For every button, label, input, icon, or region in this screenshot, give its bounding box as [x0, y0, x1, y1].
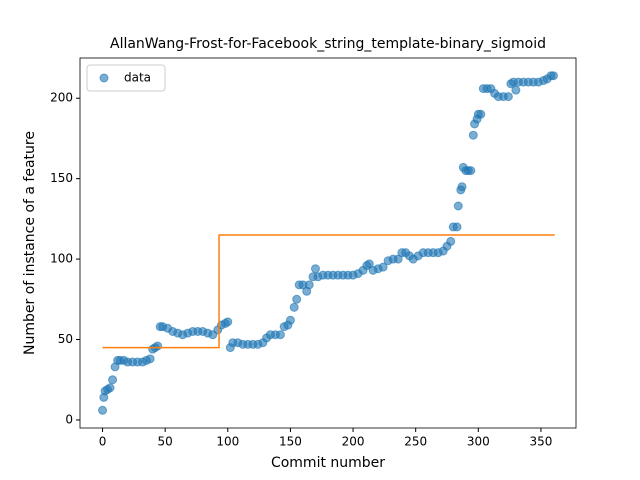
data-point	[457, 182, 467, 192]
data-point	[452, 222, 462, 232]
data-point	[285, 315, 295, 325]
data-point	[145, 354, 155, 364]
x-tick-label: 150	[279, 435, 302, 449]
data-point	[468, 130, 478, 140]
data-point	[304, 280, 314, 290]
data-point	[98, 405, 108, 415]
step-line	[102, 234, 555, 349]
y-tick-label: 150	[50, 171, 73, 185]
data-point	[503, 92, 513, 102]
data-point	[548, 71, 558, 81]
x-axis-label: Commit number	[271, 455, 385, 471]
x-tick-label: 200	[342, 435, 365, 449]
data-point	[310, 264, 320, 274]
plot-frame	[79, 57, 577, 429]
data-point	[476, 109, 486, 119]
data-point	[108, 375, 118, 385]
legend-box	[86, 64, 166, 92]
data-point	[292, 294, 302, 304]
chart-title: AllanWang-Frost-for-Facebook_string_temp…	[110, 36, 546, 52]
data-point	[275, 330, 285, 340]
x-tick-label: 350	[529, 435, 552, 449]
data-point	[446, 236, 456, 246]
data-point	[453, 201, 463, 211]
y-tick-label: 200	[50, 91, 73, 105]
y-tick-label: 100	[50, 252, 73, 266]
x-tick-label: 0	[99, 435, 107, 449]
legend-label: data	[124, 71, 151, 85]
data-point	[511, 85, 521, 95]
data-point	[289, 302, 299, 312]
x-tick-label: 300	[467, 435, 490, 449]
x-tick-label: 100	[216, 435, 239, 449]
data-point	[105, 383, 115, 393]
y-tick-label: 50	[58, 332, 73, 346]
y-axis-label: Number of instance of a feature	[22, 131, 38, 355]
data-point	[466, 166, 476, 176]
data-point	[223, 317, 233, 327]
data-point	[153, 341, 163, 351]
x-tick-label: 50	[158, 435, 173, 449]
x-tick-label: 250	[404, 435, 427, 449]
y-tick-label: 0	[65, 412, 73, 426]
data-point	[378, 262, 388, 272]
legend-marker	[99, 73, 109, 83]
